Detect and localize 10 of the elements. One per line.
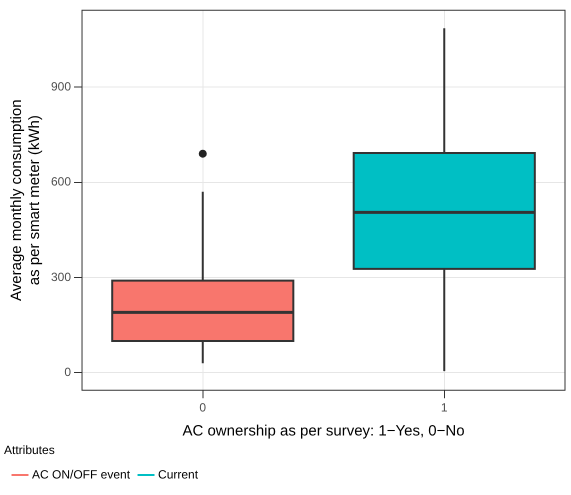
y-tick-label: 900 (50, 79, 72, 94)
legend-title: Attributes (4, 442, 55, 457)
y-tick-label: 0 (64, 365, 72, 380)
x-tick-label: 1 (440, 400, 448, 415)
x-axis-title: AC ownership as per survey: 1−Yes, 0−No (182, 422, 465, 440)
legend-label: Current (158, 467, 199, 482)
y-tick-label: 300 (50, 270, 72, 284)
legend-label: AC ON/OFF event (32, 467, 131, 482)
y-tick-label: 600 (50, 174, 72, 189)
y-axis-title: Average monthly consumption as per smart meter (kWh) (8, 99, 44, 301)
